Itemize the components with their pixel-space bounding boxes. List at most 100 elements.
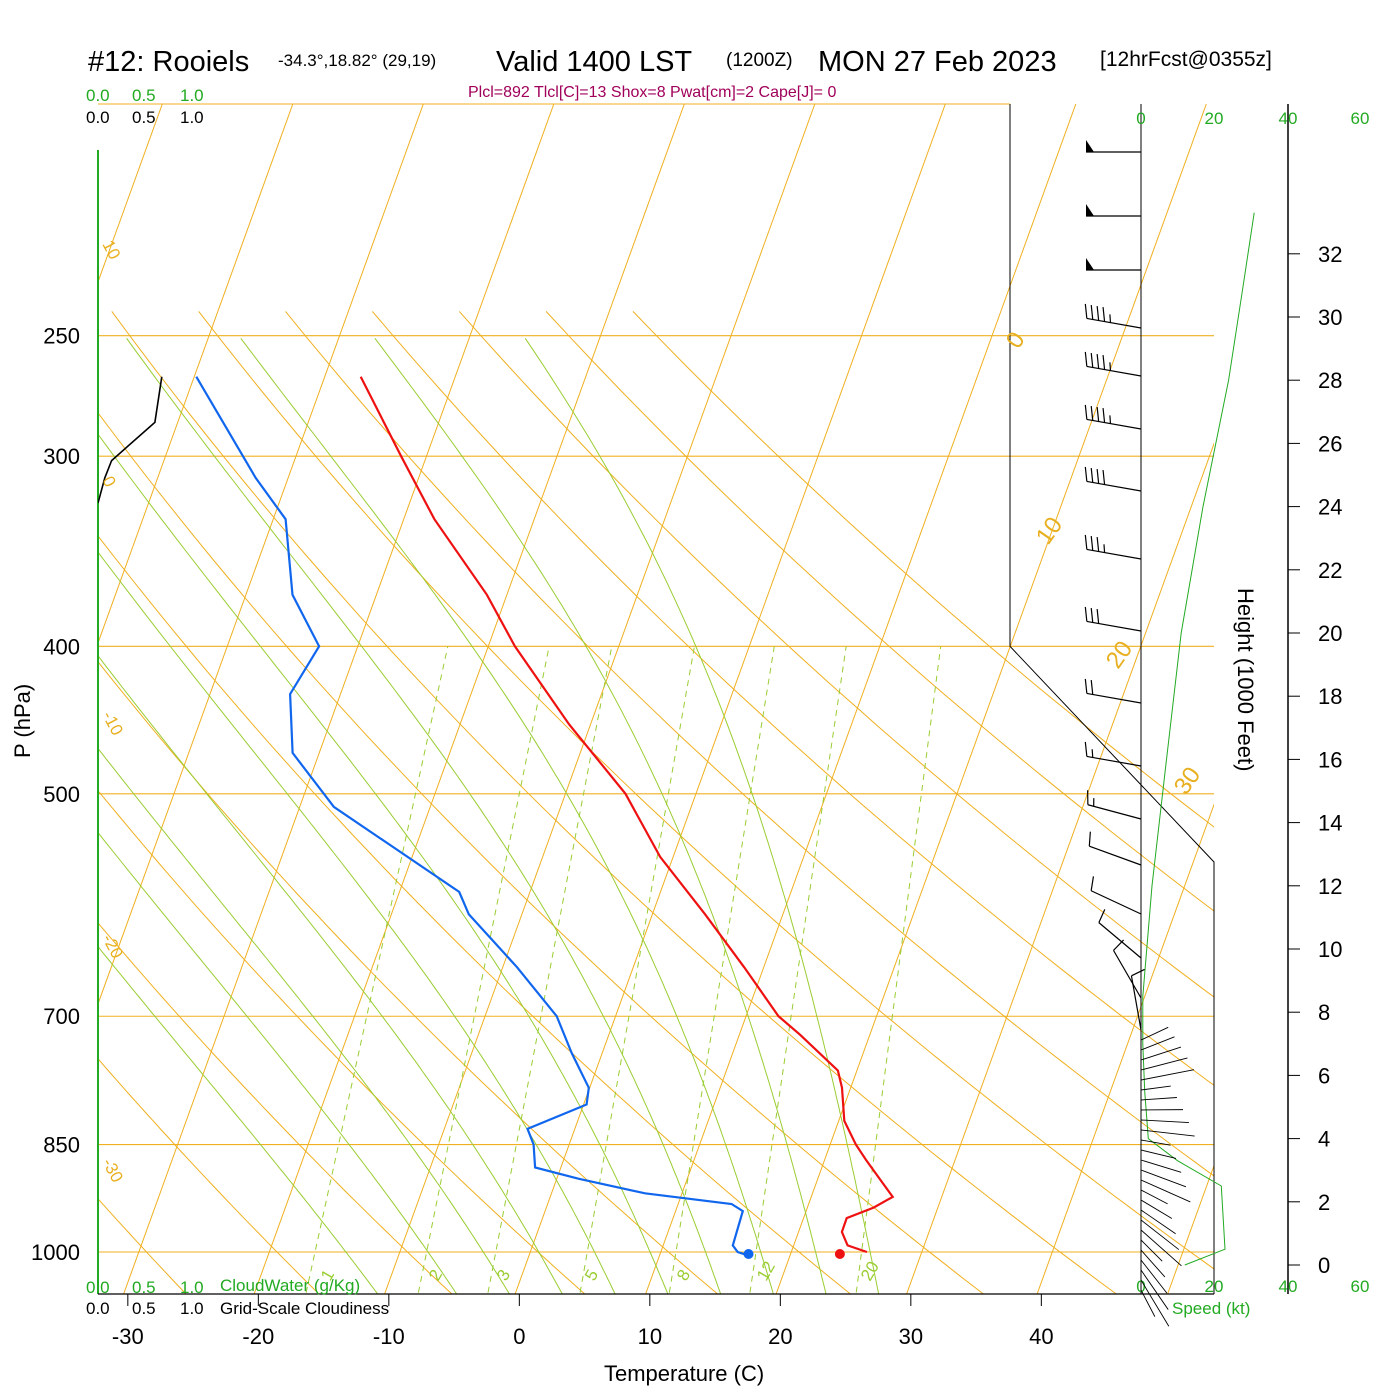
wind-barb (1086, 258, 1141, 271)
speed-scale-top: 60 (1351, 109, 1370, 128)
dry-adiabat (98, 1198, 187, 1294)
barb-full (1096, 608, 1100, 624)
speed-label: Speed (kt) (1172, 1299, 1250, 1318)
isotherm-line (775, 104, 1207, 1294)
wind-barb (1084, 534, 1142, 560)
dry-adiabat (98, 1058, 320, 1294)
barb-staff (1086, 317, 1142, 329)
barb-full (1084, 404, 1088, 420)
mixing-ratio-label: 3 (493, 1266, 514, 1284)
dry-adiabat (98, 660, 719, 1294)
cloud-scale-bottom-green: 0.5 (132, 1278, 156, 1297)
barb-full (1090, 679, 1094, 695)
mixing-ratio-line (855, 646, 942, 1294)
pressure-tick-label: 500 (43, 782, 80, 807)
isotherm-line (1036, 803, 1214, 1294)
low-level-barb (1140, 1239, 1163, 1262)
wind-barb (1084, 606, 1142, 632)
isotherm-line (514, 104, 946, 1294)
wind-barb (1130, 968, 1145, 1031)
barb-full (1096, 305, 1100, 321)
cloud-scale-top-green: 1.0 (180, 86, 204, 105)
station-title: #12: Rooiels (88, 46, 249, 78)
moist-adiabat (98, 551, 616, 1294)
plot-frame (97, 103, 1215, 1306)
cloud-scale-top-black: 0.5 (132, 108, 156, 127)
dry-adiabat (545, 311, 1214, 912)
barb-flag (1086, 258, 1094, 270)
valid-utc: (1200Z) (726, 50, 793, 71)
pressure-axis-title: P (hPa) (10, 684, 35, 758)
barb-full (1096, 406, 1100, 422)
wind-barb (1084, 303, 1142, 329)
cloud-scale-bottom-black: 1.0 (180, 1299, 204, 1318)
barb-full (1090, 876, 1095, 891)
dry-adiabat (98, 535, 852, 1294)
barb-half (1109, 362, 1112, 371)
barb-full (1088, 831, 1091, 847)
barb-full (1084, 741, 1088, 757)
isotherm-line (98, 104, 424, 1006)
pressure-tick-label: 1000 (31, 1240, 80, 1265)
valid-date: MON 27 Feb 2023 (818, 46, 1057, 78)
isotherm-label: 0 (1001, 327, 1031, 353)
low-level-barb (1140, 1219, 1180, 1250)
mixing-ratio-label: 8 (673, 1266, 694, 1284)
low-level-barb (1140, 1057, 1188, 1071)
surface-dewpoint-dot (743, 1248, 754, 1259)
cloud-scale-top-black: 1.0 (180, 108, 204, 127)
barb-full (1098, 909, 1106, 923)
temperature-tick-label: -10 (373, 1324, 405, 1349)
station-coords: -34.3°,18.82° (29,19) (278, 51, 436, 70)
barb-staff (1086, 548, 1142, 560)
speed-scale-top: 20 (1205, 109, 1224, 128)
low-level-barb (1140, 1069, 1195, 1081)
low-level-barb (1140, 1269, 1169, 1310)
height-tick-label: 26 (1318, 431, 1342, 456)
barb-half (1103, 544, 1106, 553)
barb-staff (1086, 620, 1142, 632)
barb-full (1084, 351, 1088, 367)
wind-barb (1084, 351, 1142, 377)
wind-barb (1084, 678, 1142, 704)
temperature-tick-label: 40 (1029, 1324, 1053, 1349)
cloud-scale-bottom-black: 0.5 (132, 1299, 156, 1318)
wind-barb (1086, 140, 1141, 153)
barb-full (1102, 470, 1106, 485)
low-level-barb (1140, 1189, 1168, 1205)
barb-full (1131, 968, 1145, 977)
low-level-barb (1140, 1149, 1177, 1159)
wind-barb (1086, 204, 1141, 217)
wind-barb (1112, 939, 1142, 999)
height-tick-label: 14 (1318, 811, 1342, 836)
moist-adiabat (98, 831, 458, 1294)
low-level-barb (1140, 1139, 1171, 1146)
mixing-ratio-label: 2 (425, 1266, 446, 1284)
barb-full (1090, 467, 1094, 483)
temperature-tick-label: -30 (112, 1324, 144, 1349)
height-tick-label: 0 (1318, 1253, 1330, 1278)
height-tick-label: 2 (1318, 1190, 1330, 1215)
cloud-scale-bottom-green: 1.0 (180, 1278, 204, 1297)
stability-params: Plcl=892 Tlcl[C]=13 Shox=8 Pwat[cm]=2 Ca… (468, 84, 836, 101)
wind-speed-height-line (1142, 212, 1255, 1266)
barb-full (1084, 303, 1088, 319)
barb-flag (1086, 140, 1094, 152)
dewpoint-line (195, 376, 749, 1257)
moist-adiabat (98, 747, 511, 1294)
low-level-barb (1140, 1209, 1176, 1235)
height-tick-label: 32 (1318, 242, 1342, 267)
mixing-ratio-label: 5 (581, 1266, 602, 1284)
surface-temperature-dot (834, 1248, 845, 1259)
valid-time: Valid 1400 LST (496, 46, 692, 78)
isotherm-line (123, 104, 555, 1294)
dry-adiabat (98, 789, 586, 1294)
height-tick-label: 8 (1318, 1000, 1330, 1025)
mixing-ratio-line (417, 646, 550, 1294)
cloudwater-label: CloudWater (g/Kg) (220, 1276, 360, 1295)
wind-barb (1084, 466, 1142, 492)
temperature-line (359, 376, 895, 1254)
barb-full (1084, 534, 1088, 550)
speed-scale-bottom: 40 (1279, 1277, 1298, 1296)
